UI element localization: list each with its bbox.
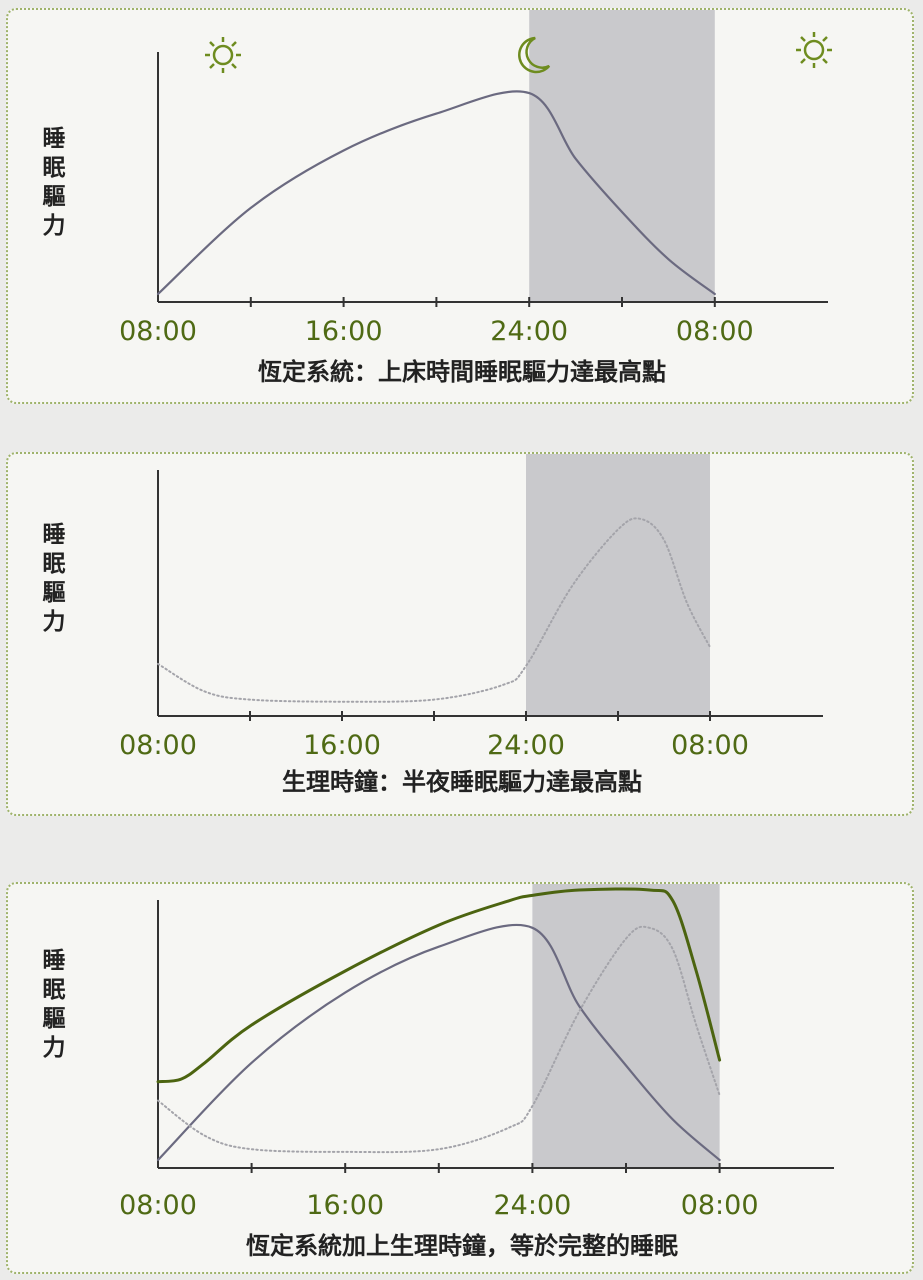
chart-panel-homeostatic: 08:00 16:00 24:00 08:00 睡眠驅力恆定系統：上床時間睡眠驅力達最高…	[6, 8, 914, 404]
moon-icon	[518, 36, 551, 74]
chart-panel-combined: 08:00 16:00 24:00 08:00 睡眠驅力恆定系統加上生理時鐘，等於完整的…	[6, 882, 914, 1274]
x-tick-label: 08:00	[119, 730, 197, 761]
series-line-circadian	[157, 925, 721, 1154]
series-line-homeostatic	[156, 923, 721, 1162]
x-tick-label: 08:00	[671, 730, 749, 761]
x-tick-label: 16:00	[306, 1190, 384, 1221]
chart-homeostatic: 08:00 16:00 24:00 08:00 睡眠驅力恆定系統：上床時間睡眠驅力達最高…	[43, 10, 832, 386]
x-tick-label: 16:00	[305, 316, 383, 347]
y-axis-label: 睡眠驅力	[43, 126, 66, 239]
sun-icon	[796, 32, 832, 68]
x-tick-label: 08:00	[119, 1190, 197, 1221]
x-tick-label: 08:00	[119, 316, 197, 347]
sun-icon	[205, 37, 241, 73]
y-axis-label: 睡眠驅力	[43, 948, 66, 1061]
chart-caption: 恆定系統加上生理時鐘，等於完整的睡眠	[246, 1232, 678, 1260]
y-axis-label: 睡眠驅力	[43, 522, 66, 635]
chart-panel-circadian: 08:00 16:00 24:00 08:00 睡眠驅力生理時鐘：半夜睡眠驅力達最高點	[6, 452, 914, 816]
series-line-combined	[156, 887, 722, 1084]
night-band	[532, 884, 720, 1168]
chart-caption: 恆定系統：上床時間睡眠驅力達最高點	[258, 358, 666, 386]
night-band	[526, 454, 710, 716]
chart-combined: 08:00 16:00 24:00 08:00 睡眠驅力恆定系統加上生理時鐘，等於完整的…	[43, 884, 834, 1260]
series-line-homeostatic	[156, 90, 716, 296]
x-tick-label: 24:00	[493, 1190, 571, 1221]
x-tick-label: 24:00	[490, 316, 568, 347]
x-tick-label: 08:00	[676, 316, 754, 347]
x-tick-label: 08:00	[681, 1190, 759, 1221]
x-tick-label: 16:00	[303, 730, 381, 761]
x-tick-label: 24:00	[487, 730, 565, 761]
chart-caption: 生理時鐘：半夜睡眠驅力達最高點	[282, 768, 642, 796]
series-line-circadian	[157, 517, 711, 703]
night-band	[529, 10, 715, 302]
